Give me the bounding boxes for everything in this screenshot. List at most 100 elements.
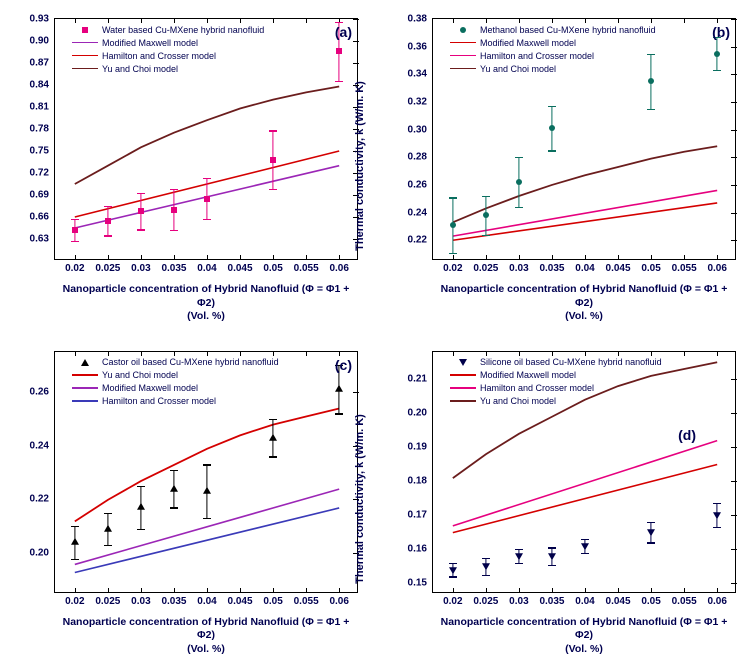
data-marker	[137, 503, 145, 510]
x-tick-label: 0.055	[294, 259, 319, 274]
error-cap	[515, 207, 523, 208]
data-marker	[516, 179, 522, 185]
y-tick-label: 0.26	[30, 386, 55, 397]
x-tick-label: 0.03	[509, 259, 528, 274]
y-tick-label: 0.84	[30, 80, 55, 91]
data-marker	[170, 484, 178, 491]
error-cap	[581, 539, 589, 540]
error-cap	[71, 526, 79, 527]
x-tick-label: 0.03	[131, 259, 150, 274]
error-cap	[104, 545, 112, 546]
x-tick-label: 0.045	[228, 259, 253, 274]
error-cap	[335, 413, 343, 414]
x-tick-label: 0.02	[65, 259, 84, 274]
error-cap	[137, 529, 145, 530]
error-cap	[548, 150, 556, 151]
error-cap	[269, 419, 277, 420]
error-cap	[170, 189, 178, 190]
y-tick-label: 0.20	[408, 407, 433, 418]
error-cap	[548, 565, 556, 566]
error-cap	[647, 109, 655, 110]
x-tick-label: 0.04	[575, 592, 594, 607]
y-tick-label: 0.93	[30, 14, 55, 25]
legend-label: Methanol based Cu-MXene hybrid nanofluid	[480, 25, 656, 35]
x-tick-label: 0.06	[707, 592, 726, 607]
legend-row: Methanol based Cu-MXene hybrid nanofluid	[450, 23, 656, 36]
y-tick-label: 0.30	[408, 124, 433, 135]
x-tick-label: 0.04	[197, 592, 216, 607]
legend-label: Hamilton and Crosser model	[480, 383, 594, 393]
y-tick-label: 0.19	[408, 441, 433, 452]
legend-label: Water based Cu-MXene hybrid nanofluid	[102, 25, 264, 35]
x-tick-label: 0.02	[443, 259, 462, 274]
y-tick-label: 0.32	[408, 96, 433, 107]
error-cap	[449, 253, 457, 254]
legend-label: Modified Maxwell model	[480, 38, 576, 48]
panel-c: 0.200.220.240.260.020.0250.030.0350.040.…	[0, 333, 378, 665]
legend-label: Hamilton and Crosser model	[102, 396, 216, 406]
legend-row: Water based Cu-MXene hybrid nanofluid	[72, 23, 264, 36]
error-cap	[269, 130, 277, 131]
error-cap	[515, 549, 523, 550]
legend-swatch	[72, 356, 98, 369]
x-tick-label: 0.025	[473, 259, 498, 274]
x-tick-label: 0.03	[509, 592, 528, 607]
legend-label: Yu and Choi model	[480, 396, 556, 406]
error-cap	[713, 70, 721, 71]
error-cap	[170, 470, 178, 471]
data-marker	[204, 196, 210, 202]
legend-swatch	[450, 36, 476, 49]
y-tick-label: 0.17	[408, 510, 433, 521]
data-marker	[71, 538, 79, 545]
error-cap	[449, 576, 457, 577]
y-tick-label: 0.24	[30, 440, 55, 451]
data-marker	[203, 487, 211, 494]
error-cap	[203, 518, 211, 519]
legend-swatch	[72, 395, 98, 408]
legend-label: Yu and Choi model	[480, 64, 556, 74]
x-tick-label: 0.05	[263, 592, 282, 607]
data-marker	[483, 212, 489, 218]
y-tick-label: 0.36	[408, 41, 433, 52]
legend-swatch	[450, 62, 476, 75]
y-tick-label: 0.63	[30, 234, 55, 245]
panel-letter: (a)	[335, 24, 352, 40]
legend-swatch	[450, 49, 476, 62]
x-tick-label: 0.045	[606, 592, 631, 607]
x-tick-label: 0.05	[263, 259, 282, 274]
error-cap	[269, 189, 277, 190]
y-tick-label: 0.38	[408, 14, 433, 25]
error-cap	[335, 22, 343, 23]
legend: Castor oil based Cu-MXene hybrid nanoflu…	[72, 356, 279, 408]
data-marker	[335, 385, 343, 392]
figure-grid: 0.630.660.690.720.750.780.810.840.870.90…	[0, 0, 756, 665]
legend-swatch	[72, 23, 98, 36]
legend-label: Yu and Choi model	[102, 370, 178, 380]
legend-swatch	[450, 23, 476, 36]
x-tick-label: 0.06	[329, 259, 348, 274]
legend-label: Modified Maxwell model	[480, 370, 576, 380]
error-cap	[335, 81, 343, 82]
panel-b: 0.220.240.260.280.300.320.340.360.380.02…	[378, 0, 756, 332]
y-tick-label: 0.18	[408, 476, 433, 487]
panel-letter: (c)	[335, 357, 352, 373]
y-axis-label: Thermal conductivity, k (W/m. K)	[354, 414, 366, 584]
y-tick-label: 0.87	[30, 58, 55, 69]
legend-swatch	[72, 49, 98, 62]
legend-row: Hamilton and Crosser model	[450, 49, 656, 62]
x-axis-label: Nanoparticle concentration of Hybrid Nan…	[54, 616, 358, 657]
x-axis-label: Nanoparticle concentration of Hybrid Nan…	[54, 283, 358, 324]
error-cap	[449, 197, 457, 198]
y-tick-label: 0.72	[30, 168, 55, 179]
error-cap	[170, 507, 178, 508]
legend: Methanol based Cu-MXene hybrid nanofluid…	[450, 23, 656, 75]
legend-row: Modified Maxwell model	[72, 36, 264, 49]
y-tick-label: 0.22	[30, 494, 55, 505]
x-tick-label: 0.035	[161, 259, 186, 274]
error-cap	[104, 206, 112, 207]
data-marker	[72, 227, 78, 233]
legend-row: Modified Maxwell model	[450, 36, 656, 49]
error-cap	[482, 575, 490, 576]
x-tick-label: 0.055	[672, 592, 697, 607]
error-cap	[203, 464, 211, 465]
